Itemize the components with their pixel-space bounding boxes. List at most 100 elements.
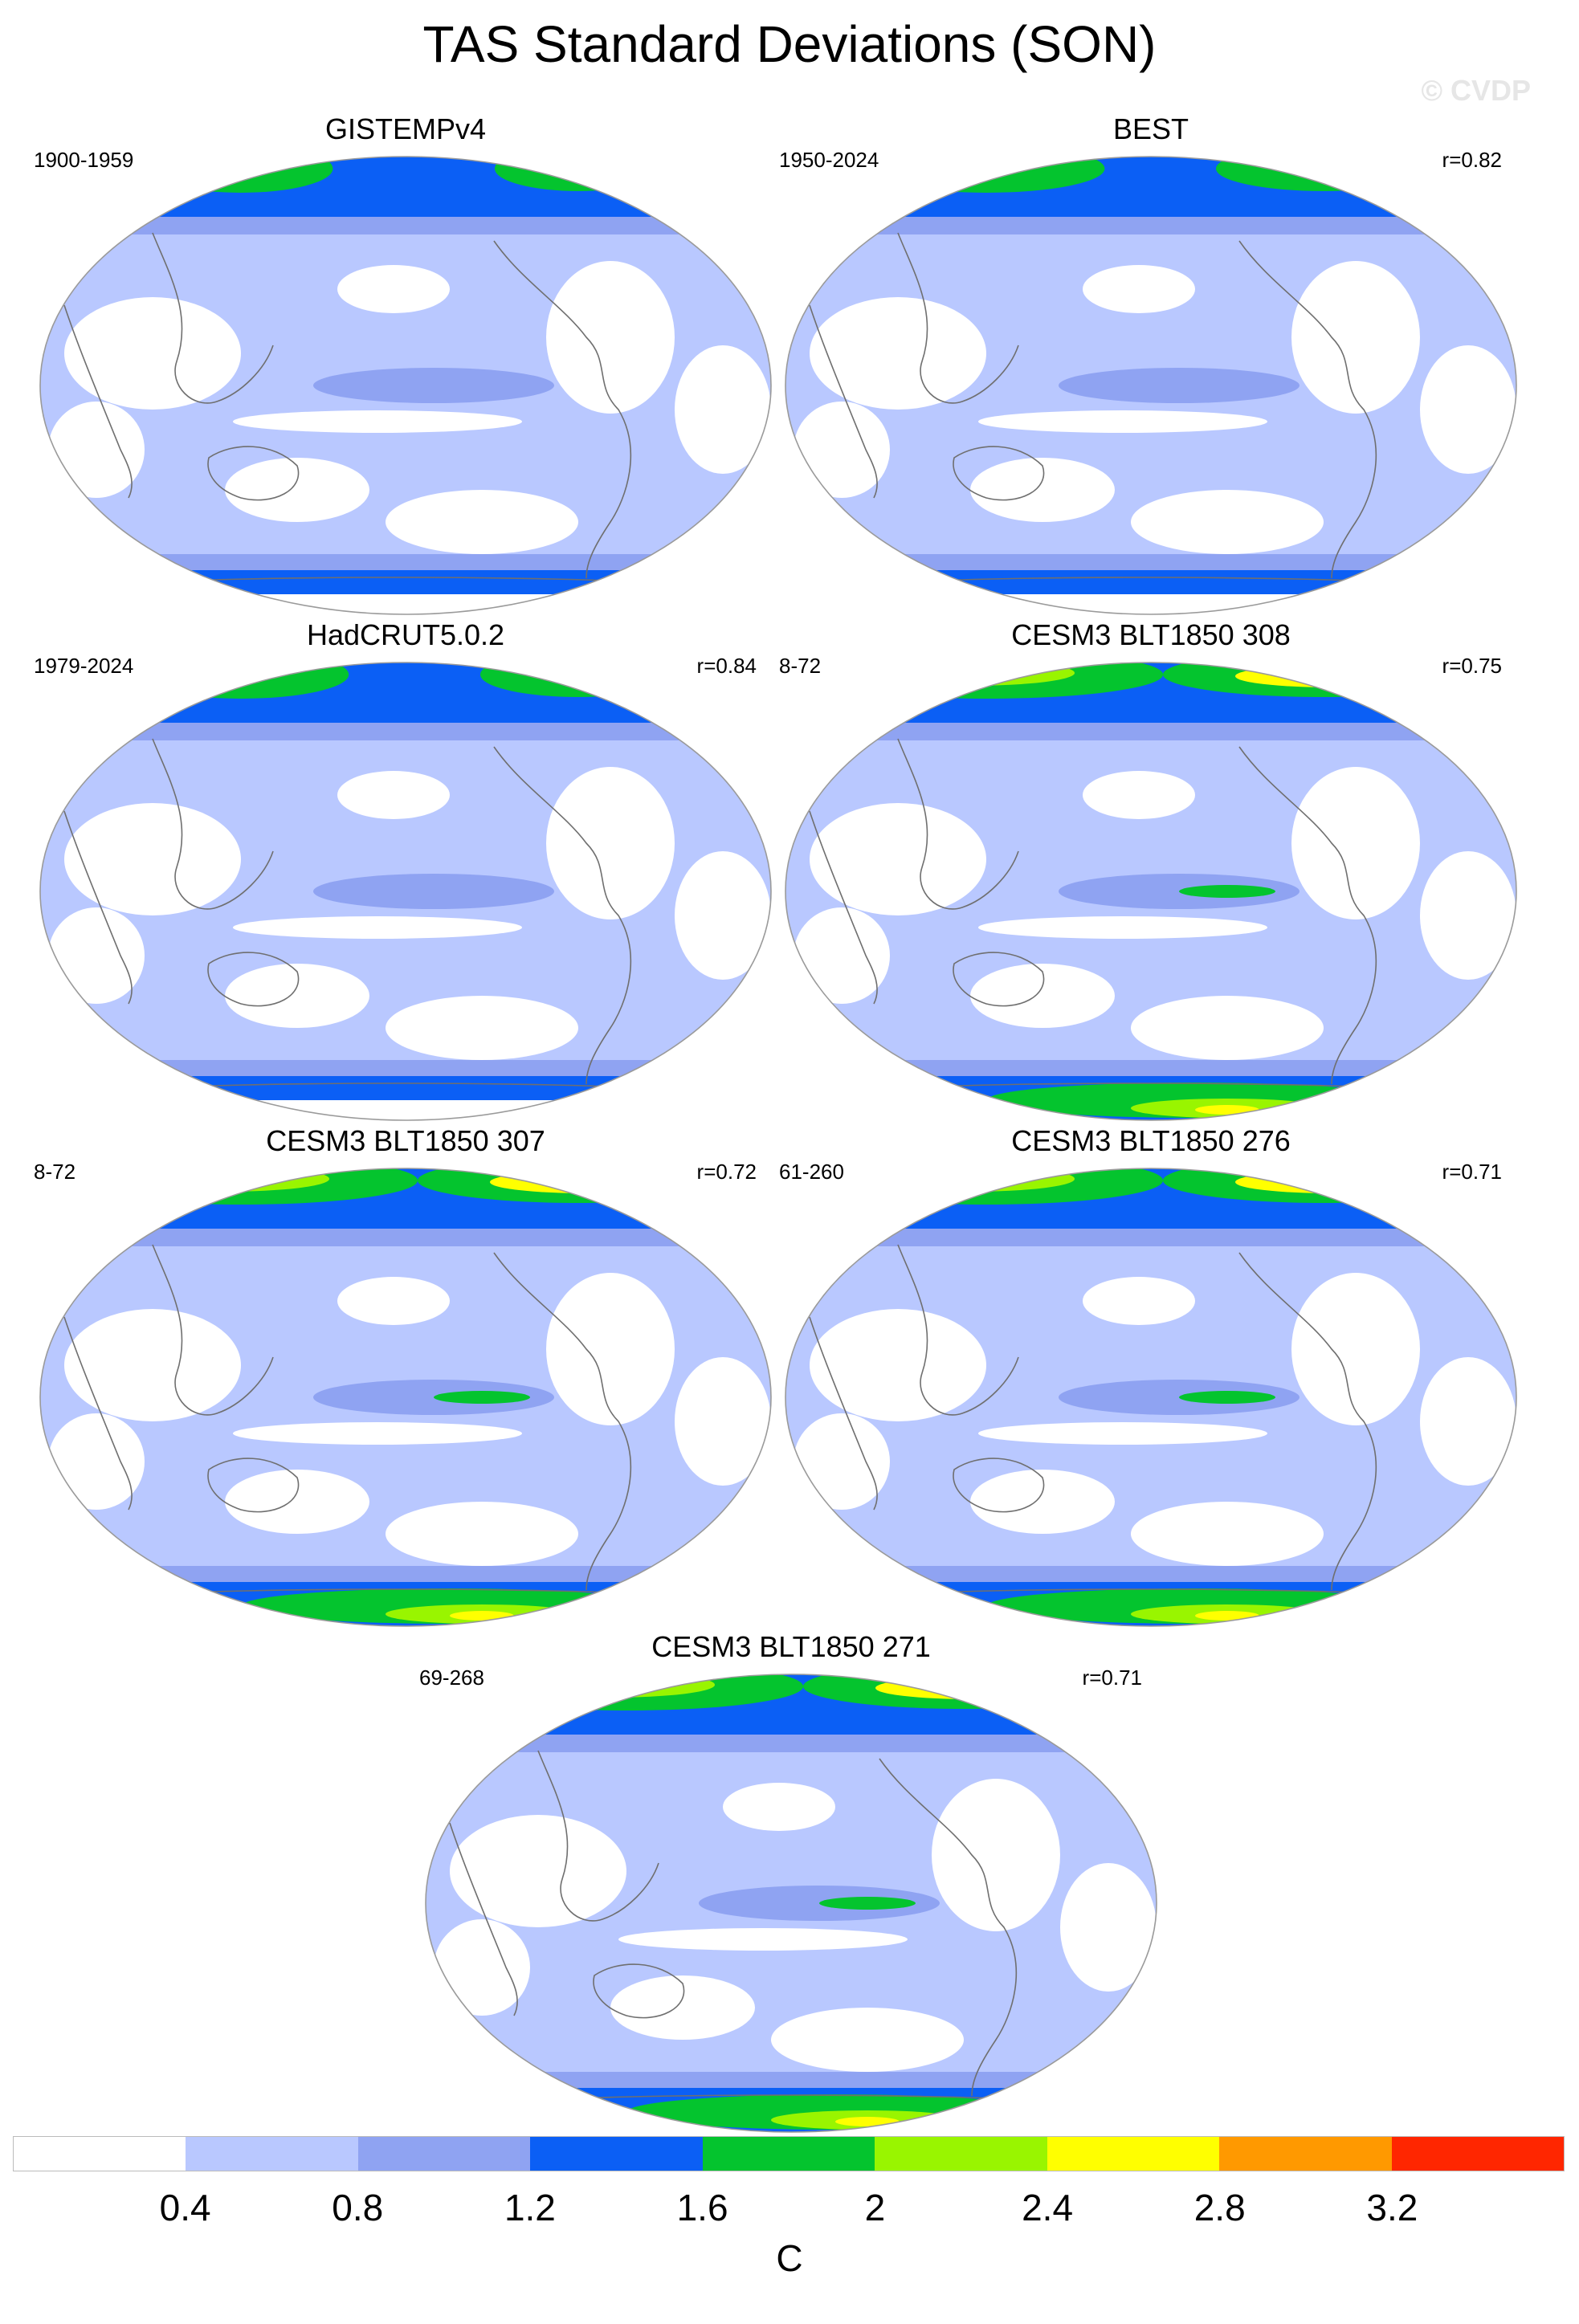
north-polar-band — [785, 1168, 1516, 1229]
low-variability-zone — [810, 297, 986, 410]
map-panel-cesm3-308: CESM3 BLT1850 308 8-72 r=0.75 — [777, 618, 1524, 1132]
north-polar-band — [426, 1674, 1157, 1735]
north-variability-max — [1433, 663, 1471, 678]
north-variability-max — [842, 1168, 890, 1182]
world-map — [39, 156, 772, 615]
north-variability-core — [149, 157, 333, 193]
low-variability-zone — [1420, 1357, 1516, 1486]
australia-coastline — [593, 1963, 685, 2019]
north-polar-band — [40, 157, 771, 217]
north-variability-max — [96, 1168, 145, 1182]
panel-period: 8-72 — [779, 654, 822, 678]
north-variability-peak — [1235, 1171, 1428, 1193]
north-variability-core — [810, 663, 1163, 699]
asia-coastline — [152, 1244, 274, 1416]
enso-band — [313, 874, 554, 909]
low-variability-zone — [1083, 771, 1195, 819]
legend-tick: 1.2 — [504, 2187, 556, 2228]
low-variability-zone — [48, 402, 145, 498]
australia-coastline — [207, 952, 300, 1007]
panel-title: CESM3 BLT1850 307 — [266, 1124, 545, 1157]
map-panel-gistempv4: GISTEMPv4 1900-1959 — [32, 112, 779, 626]
panel-correlation: r=0.71 — [1442, 1160, 1502, 1184]
low-variability-zone — [337, 265, 450, 313]
legend-swatch — [357, 2137, 531, 2171]
legend-swatch — [702, 2137, 875, 2171]
south-midlatitude-band — [426, 2072, 1157, 2088]
world-map — [785, 156, 1517, 615]
panel-period: 8-72 — [34, 1160, 76, 1184]
south-midlatitude-band — [40, 554, 771, 570]
panel-title: CESM3 BLT1850 271 — [651, 1630, 931, 1663]
south-midlatitude-band — [40, 1060, 771, 1076]
low-variability-zone — [546, 767, 675, 919]
low-variability-band — [618, 1928, 908, 1951]
low-variability-band — [233, 916, 522, 939]
low-variability-zone — [610, 1975, 755, 2040]
low-variability-zone — [1420, 345, 1516, 474]
enso-band — [313, 368, 554, 403]
north-variability-core — [450, 1674, 803, 1710]
low-variability-zone — [337, 1277, 450, 1325]
americas-coastline — [879, 1758, 1018, 2097]
panel-correlation: r=0.84 — [696, 654, 757, 678]
legend-tick: 0.4 — [159, 2187, 211, 2228]
low-variability-zone — [810, 1309, 986, 1421]
legend-tick: 3.2 — [1366, 2187, 1418, 2228]
north-variability-core — [133, 663, 349, 699]
legend-swatch — [186, 2137, 358, 2171]
north-variability-max — [482, 1674, 530, 1688]
world-map — [785, 662, 1517, 1121]
low-variability-zone — [386, 490, 578, 554]
north-variability-max — [687, 1168, 726, 1184]
low-variability-zone — [1291, 261, 1420, 414]
low-variability-zone — [1131, 490, 1324, 554]
panel-period: 1979-2024 — [34, 654, 134, 678]
low-variability-zone — [794, 907, 890, 1004]
low-variability-zone — [810, 803, 986, 915]
north-variability-max — [1073, 1674, 1112, 1690]
americas-coastline — [1238, 240, 1377, 579]
americas-coastline — [1238, 746, 1377, 1085]
north-polar-band — [785, 663, 1516, 723]
low-variability-zone — [970, 1470, 1115, 1534]
africa-coastline — [809, 304, 878, 499]
americas-coastline — [1238, 1252, 1377, 1591]
low-variability-band — [978, 1422, 1267, 1445]
north-variability-peak — [490, 1171, 683, 1193]
americas-coastline — [493, 240, 632, 579]
asia-coastline — [897, 738, 1019, 910]
low-variability-zone — [225, 1470, 369, 1534]
south-midlatitude-band — [40, 1566, 771, 1582]
low-variability-zone — [1131, 1502, 1324, 1566]
asia-coastline — [152, 738, 274, 910]
map-frame — [39, 662, 772, 1121]
enso-core — [1179, 885, 1275, 898]
low-variability-zone — [225, 458, 369, 522]
australia-coastline — [953, 952, 1045, 1007]
low-variability-zone — [48, 1413, 145, 1510]
legend-swatch — [1047, 2137, 1220, 2171]
world-map — [39, 1168, 772, 1627]
north-polar-band — [40, 663, 771, 723]
north-variability-peak — [875, 1677, 1068, 1699]
legend-tick: 0.8 — [332, 2187, 384, 2228]
africa-coastline — [449, 1822, 518, 2016]
low-variability-band — [978, 410, 1267, 433]
low-variability-zone — [1420, 851, 1516, 980]
americas-coastline — [493, 1252, 632, 1591]
color-legend — [13, 2136, 1565, 2171]
africa-coastline — [63, 1316, 133, 1511]
low-variability-zone — [337, 771, 450, 819]
low-variability-zone — [794, 402, 890, 498]
world-map — [39, 662, 772, 1121]
panel-period: 1950-2024 — [779, 148, 879, 172]
enso-core — [819, 1897, 916, 1910]
north-midlatitude-band — [785, 217, 1516, 234]
north-variability-core — [810, 1168, 1163, 1205]
australia-coastline — [207, 1458, 300, 1513]
world-map — [425, 1674, 1157, 2133]
asia-coastline — [897, 1244, 1019, 1416]
north-variability-peak — [1235, 665, 1428, 687]
legend-swatch — [530, 2137, 703, 2171]
